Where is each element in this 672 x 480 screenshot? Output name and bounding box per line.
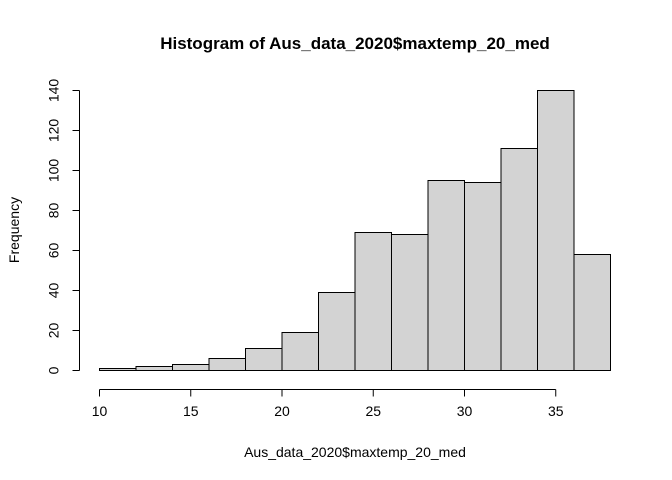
bars-group — [99, 90, 611, 371]
y-axis-label: Frequency — [6, 197, 22, 263]
y-tick-label-6: 120 — [46, 119, 62, 143]
x-tick-label-0: 10 — [92, 403, 108, 419]
histogram-bar-7 — [354, 232, 392, 371]
x-tick-label-3: 25 — [365, 403, 381, 419]
y-tick-label-1: 20 — [46, 323, 62, 339]
histogram-bar-2 — [172, 364, 210, 371]
histogram-bar-9 — [427, 180, 465, 371]
histogram-bar-0 — [99, 368, 137, 371]
histogram-bar-5 — [281, 332, 319, 371]
histogram-bar-6 — [318, 292, 356, 371]
y-tick-label-2: 40 — [46, 283, 62, 299]
histogram-bar-11 — [500, 148, 538, 371]
chart-title: Histogram of Aus_data_2020$maxtemp_20_me… — [160, 34, 550, 53]
histogram-bar-13 — [573, 254, 611, 371]
histogram-bar-8 — [391, 234, 429, 371]
histogram-bar-12 — [537, 90, 575, 371]
x-tick-label-5: 35 — [548, 403, 564, 419]
y-axis: 0 20 40 60 80 100 120 140 — [46, 79, 80, 374]
y-tick-label-7: 140 — [46, 79, 62, 103]
y-tick-label-5: 100 — [46, 159, 62, 183]
x-axis: 10 15 20 25 30 35 — [92, 389, 564, 419]
x-axis-label: Aus_data_2020$maxtemp_20_med — [244, 444, 466, 460]
histogram-bar-1 — [135, 366, 173, 371]
y-tick-label-0: 0 — [46, 366, 62, 374]
histogram-bar-10 — [464, 182, 502, 371]
histogram-bar-3 — [208, 358, 246, 371]
y-tick-label-3: 60 — [46, 243, 62, 259]
x-tick-label-1: 15 — [183, 403, 199, 419]
histogram-bar-4 — [245, 348, 283, 371]
y-tick-label-4: 80 — [46, 203, 62, 219]
x-tick-label-2: 20 — [274, 403, 290, 419]
x-tick-label-4: 30 — [457, 403, 473, 419]
